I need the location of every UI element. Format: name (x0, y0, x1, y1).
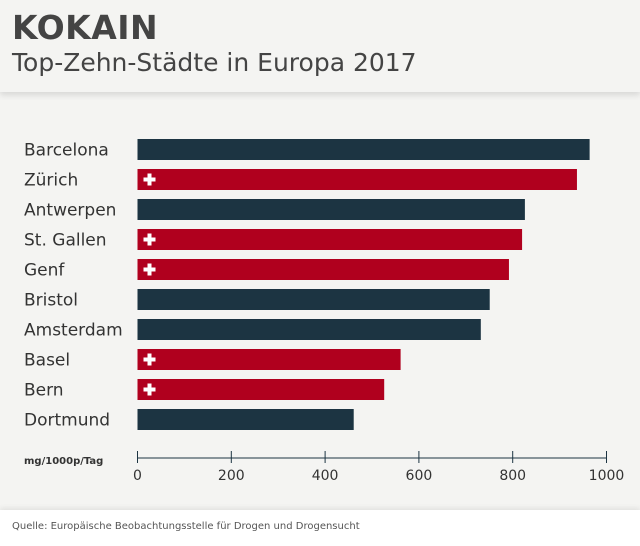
x-tick-label: 600 (406, 468, 433, 484)
x-tick-label: 800 (499, 468, 526, 484)
bar (137, 379, 385, 400)
category-label: Bristol (24, 291, 78, 311)
category-label: Amsterdam (24, 321, 123, 341)
swiss-cross-icon (143, 233, 156, 246)
swiss-cross-icon (143, 173, 156, 186)
swiss-cross-icon (143, 263, 156, 276)
swiss-cross-icon (143, 383, 156, 396)
x-tick-label: 0 (133, 468, 142, 484)
bar (137, 139, 590, 160)
bar (137, 319, 481, 340)
source-note: Quelle: Europäische Beobachtungsstelle f… (12, 521, 360, 532)
swiss-cross-icon (143, 353, 156, 366)
category-label: Genf (24, 261, 65, 281)
bar-chart: Barcelona Zürich Antwerpen St. Gallen Genf Br… (24, 139, 625, 484)
category-label: Basel (24, 351, 70, 371)
chart-footer: Quelle: Europäische Beobachtungsstelle f… (0, 510, 640, 546)
category-label: St. Gallen (24, 231, 107, 251)
bar (137, 199, 525, 220)
chart-title: KOKAIN (12, 8, 159, 47)
category-label: Zürich (24, 171, 78, 191)
bar (137, 229, 523, 250)
chart-subtitle: Top-Zehn-Städte in Europa 2017 (12, 48, 417, 77)
x-tick-label: 400 (312, 468, 339, 484)
bar (137, 169, 577, 190)
x-tick-label: 1000 (589, 468, 625, 484)
x-tick-label: 200 (218, 468, 245, 484)
category-label: Bern (24, 381, 64, 401)
chart-header: KOKAIN Top-Zehn-Städte in Europa 2017 (0, 0, 640, 92)
category-label: Antwerpen (24, 201, 116, 221)
x-axis-unit-label: mg/1000p/Tag (24, 456, 103, 467)
bar (137, 259, 509, 280)
bar (137, 409, 354, 430)
category-label: Dortmund (24, 411, 110, 431)
bar (137, 289, 490, 310)
category-label: Barcelona (24, 141, 109, 161)
bar (137, 349, 401, 370)
